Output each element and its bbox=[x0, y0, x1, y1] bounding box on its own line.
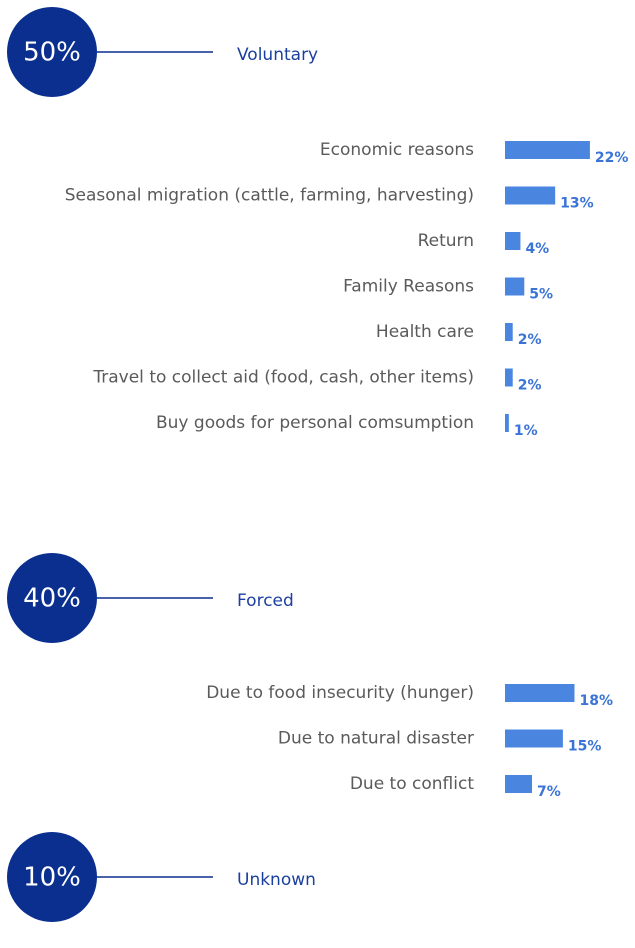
percent-label: 40% bbox=[23, 584, 81, 614]
value-label: 15% bbox=[568, 739, 602, 755]
bar bbox=[505, 368, 513, 387]
value-label: 1% bbox=[514, 423, 538, 439]
percent-label: 10% bbox=[23, 863, 81, 893]
bar bbox=[505, 186, 556, 205]
value-label: 2% bbox=[518, 378, 542, 394]
percent-label: 50% bbox=[23, 38, 81, 68]
group-label: Unknown bbox=[237, 870, 316, 890]
group-label: Voluntary bbox=[237, 45, 318, 65]
category-label: Due to natural disaster bbox=[278, 729, 474, 749]
percent-circle bbox=[7, 553, 97, 643]
value-label: 13% bbox=[560, 196, 594, 212]
value-label: 18% bbox=[579, 693, 613, 709]
percent-circle bbox=[7, 832, 97, 922]
bar bbox=[505, 414, 509, 432]
bar bbox=[505, 141, 590, 159]
value-label: 2% bbox=[518, 332, 542, 348]
bar bbox=[505, 277, 525, 296]
category-label: Economic reasons bbox=[320, 140, 474, 160]
bar bbox=[505, 775, 533, 793]
category-label: Return bbox=[418, 231, 474, 251]
percent-circle bbox=[7, 7, 97, 97]
category-label: Family Reasons bbox=[343, 277, 474, 297]
category-label: Buy goods for personal comsumption bbox=[156, 413, 474, 433]
bar bbox=[505, 323, 513, 341]
category-label: Due to conflict bbox=[350, 774, 474, 794]
bar bbox=[505, 729, 563, 748]
bar bbox=[505, 232, 521, 250]
category-label: Health care bbox=[376, 322, 474, 342]
group-label: Forced bbox=[237, 591, 294, 611]
bar bbox=[505, 684, 575, 702]
value-label: 4% bbox=[525, 241, 549, 257]
value-label: 22% bbox=[595, 150, 629, 166]
category-label: Travel to collect aid (food, cash, other… bbox=[92, 368, 474, 388]
category-label: Seasonal migration (cattle, farming, har… bbox=[65, 186, 474, 206]
value-label: 7% bbox=[537, 784, 561, 800]
category-label: Due to food insecurity (hunger) bbox=[206, 683, 474, 703]
value-label: 5% bbox=[529, 287, 553, 303]
